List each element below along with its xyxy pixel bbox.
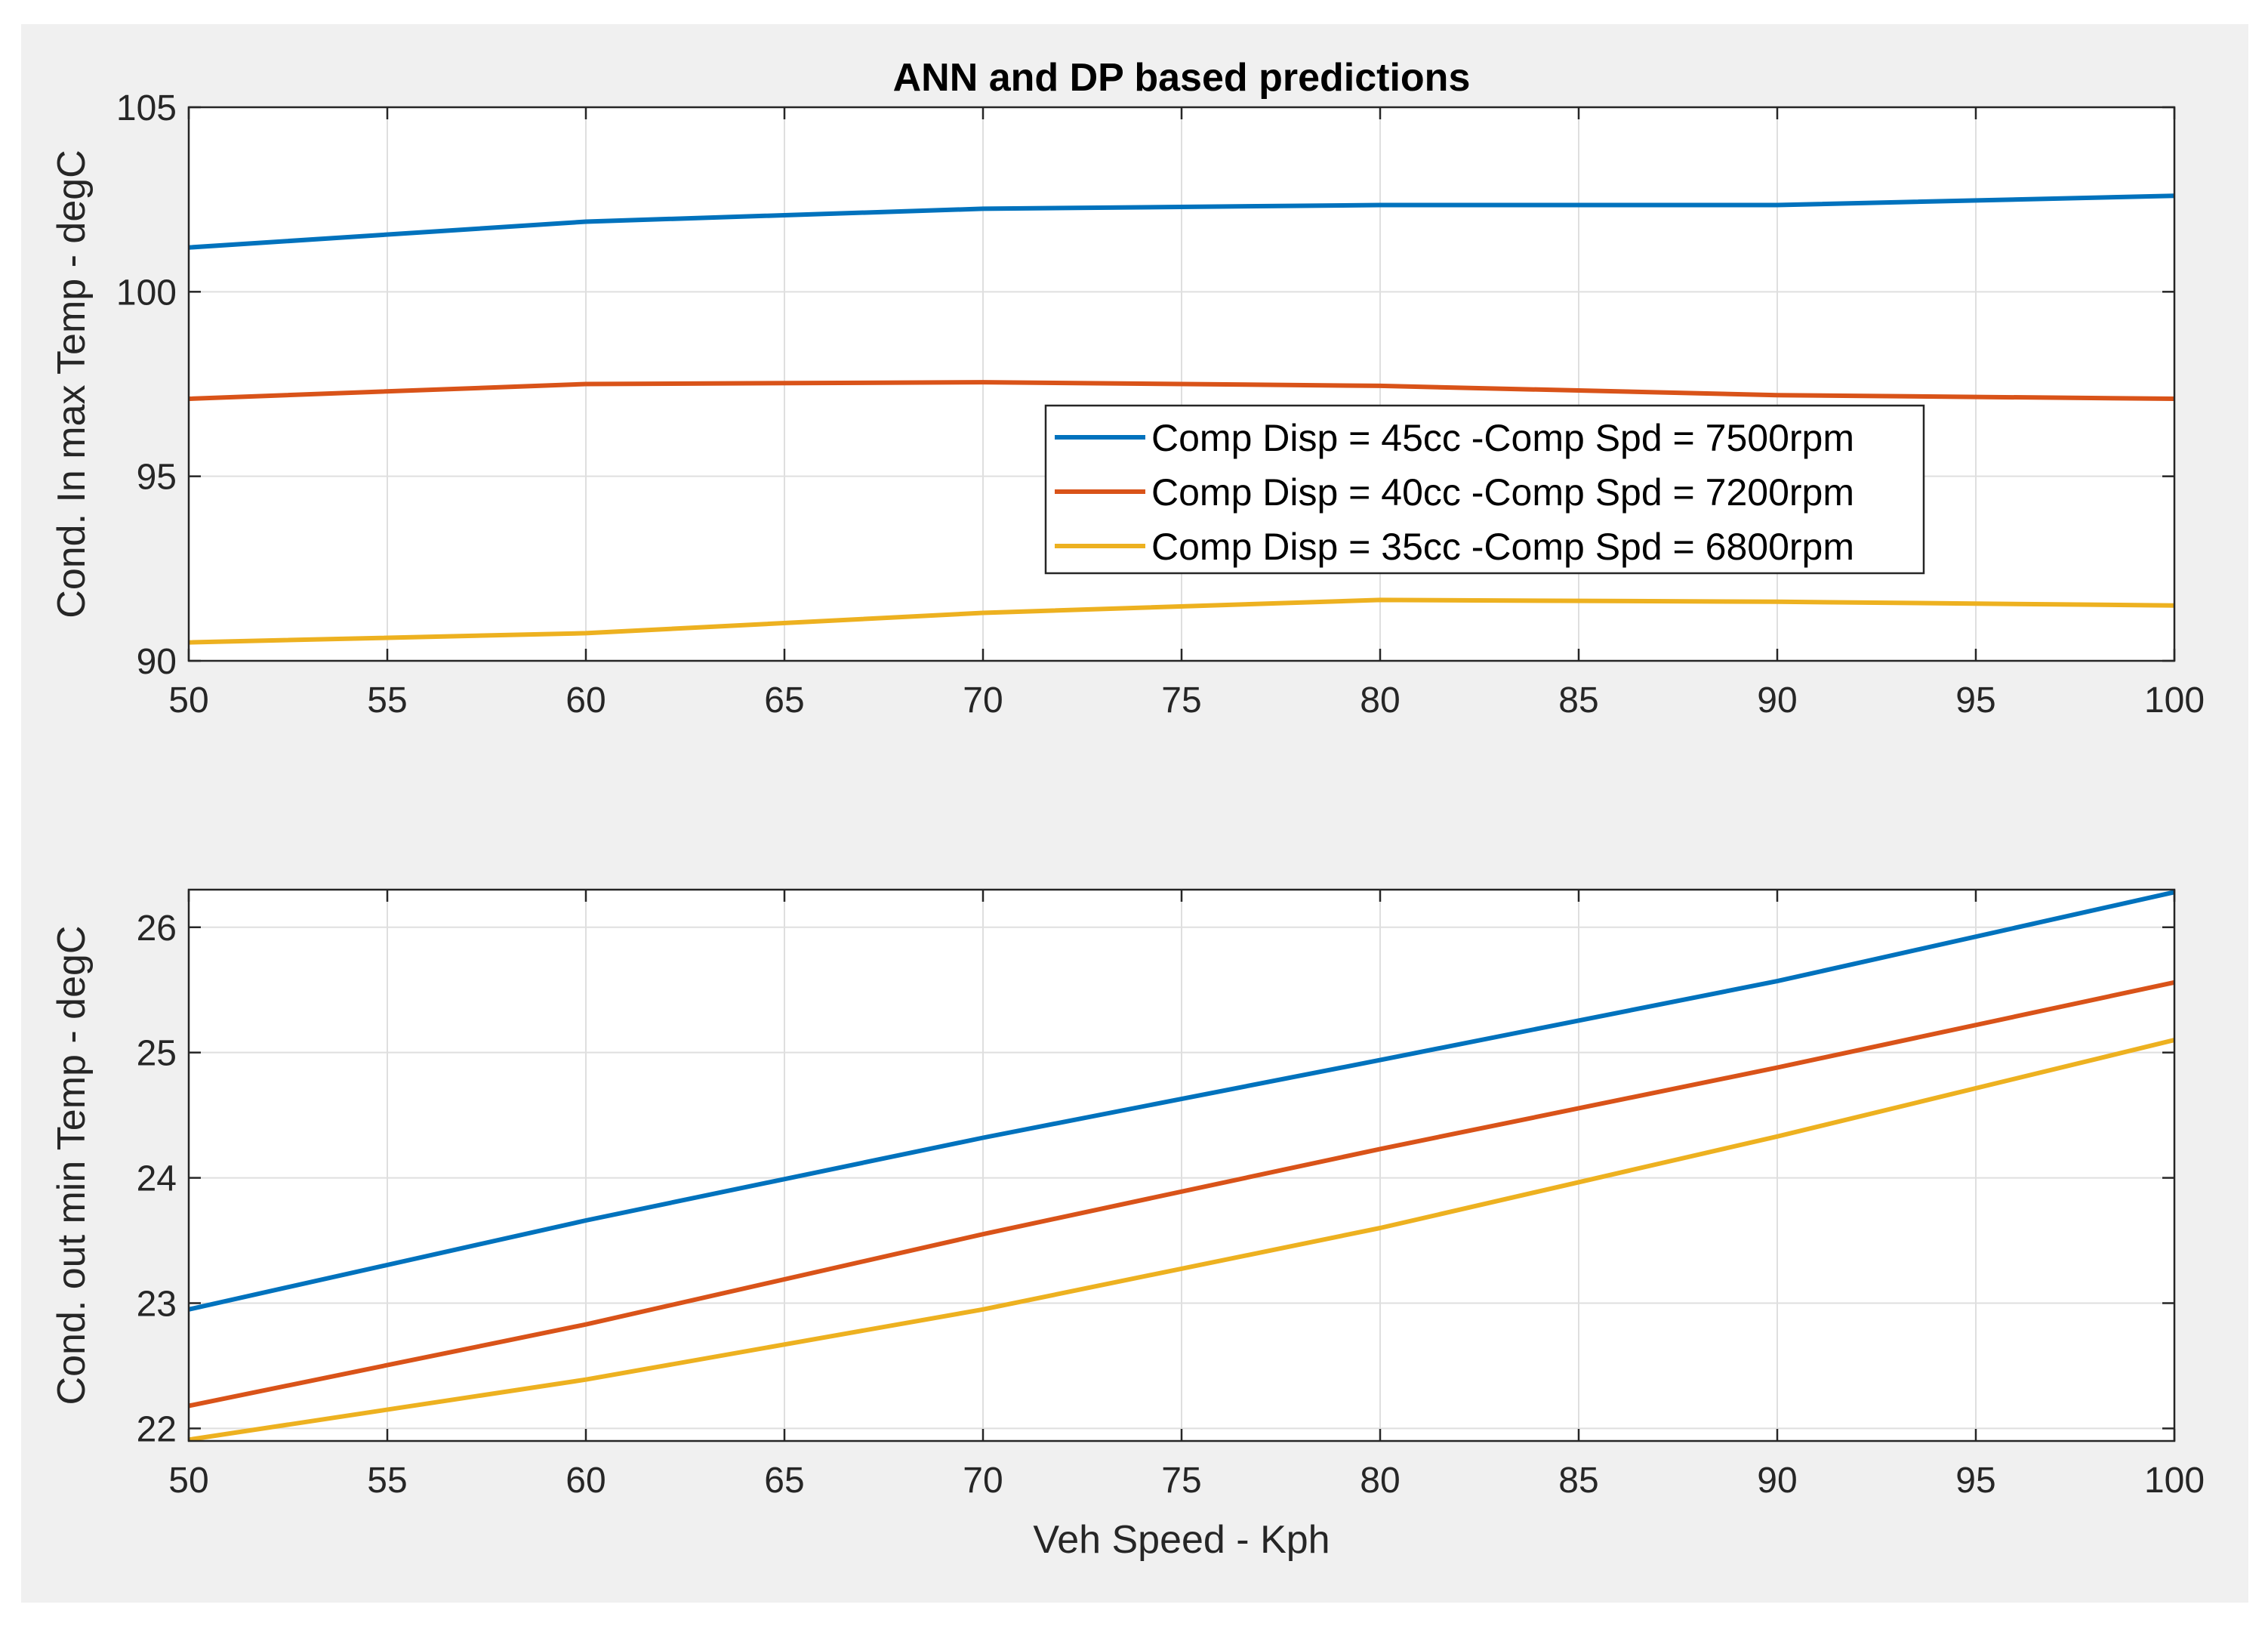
y-tick-label: 24 (137, 1159, 177, 1199)
series-line-3 (188, 1038, 2175, 1442)
y-tick-label: 105 (116, 88, 177, 128)
series-line-3 (188, 597, 2175, 645)
x-axis-label: Veh Speed - Kph (1033, 1518, 1330, 1562)
y-tick-label: 25 (137, 1034, 177, 1074)
y-tick-label: 100 (116, 273, 177, 313)
y-axis-label: Cond. In max Temp - degC (50, 150, 94, 618)
y-tick-label: 95 (137, 458, 177, 498)
y-tick-label: 23 (137, 1285, 177, 1325)
series-line-2 (188, 380, 2175, 401)
legend: Comp Disp = 45cc -Comp Spd = 7500rpm Comp… (1044, 404, 1925, 575)
x-tick-label: 75 (1161, 1461, 1201, 1501)
x-tick-label: 50 (168, 680, 208, 720)
x-tick-label: 70 (963, 680, 1003, 720)
x-tick-label: 60 (565, 1461, 606, 1501)
y-tick-label: 90 (137, 642, 177, 682)
x-tick-label: 70 (963, 1461, 1003, 1501)
bottom-chart: 50 55 60 65 70 75 80 85 90 95 100 22 23 24 25 26 Veh Spe… (50, 888, 2205, 1562)
x-tick-label: 65 (764, 680, 804, 720)
x-tick-label: 90 (1757, 680, 1797, 720)
series-line-1 (188, 890, 2175, 1312)
series-line-2 (188, 980, 2175, 1408)
series-line-1 (188, 193, 2175, 250)
x-tick-label: 50 (168, 1461, 208, 1501)
x-tick-label: 75 (1161, 680, 1201, 720)
x-tick-label: 80 (1360, 680, 1400, 720)
y-axis-label: Cond. out min Temp - degC (50, 926, 94, 1405)
x-tick-label: 100 (2144, 680, 2205, 720)
legend-label-1: Comp Disp = 45cc -Comp Spd = 7500rpm (1151, 417, 1854, 459)
x-tick-label: 95 (1955, 1461, 1995, 1501)
legend-label-3: Comp Disp = 35cc -Comp Spd = 6800rpm (1151, 526, 1854, 568)
legend-box (1044, 404, 1925, 575)
x-tick-label: 80 (1360, 1461, 1400, 1501)
x-tick-label: 85 (1558, 680, 1598, 720)
legend-label-2: Comp Disp = 40cc -Comp Spd = 7200rpm (1151, 471, 1854, 514)
chart-title: ANN and DP based predictions (893, 56, 1471, 100)
y-tick-label: 22 (137, 1409, 177, 1449)
x-tick-label: 55 (367, 680, 407, 720)
x-tick-label: 55 (367, 1461, 407, 1501)
y-tick-label: 26 (137, 909, 177, 949)
x-tick-label: 60 (565, 680, 606, 720)
x-tick-label: 85 (1558, 1461, 1598, 1501)
x-tick-label: 65 (764, 1461, 804, 1501)
x-tick-label: 95 (1955, 680, 1995, 720)
x-tick-label: 90 (1757, 1461, 1797, 1501)
top-chart: 50 55 60 65 70 75 80 85 90 95 100 90 95 100 105 ANN and… (50, 56, 2205, 720)
x-tick-label: 100 (2144, 1461, 2205, 1501)
